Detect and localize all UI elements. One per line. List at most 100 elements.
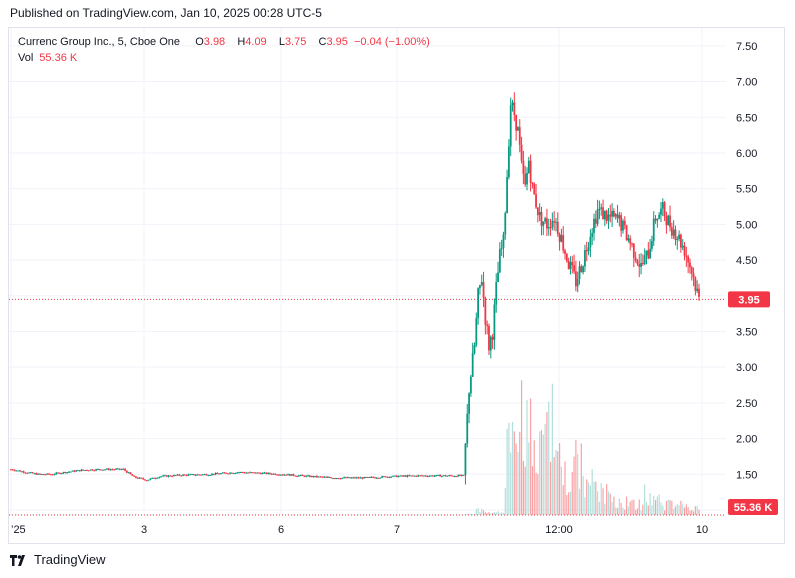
- last-price-line: 3.95 55.36 K: [9, 291, 778, 516]
- candle-body: [488, 325, 490, 351]
- candle-body: [343, 477, 346, 479]
- candle-body: [341, 477, 344, 479]
- candle-body: [645, 250, 648, 256]
- candle-body: [307, 475, 309, 477]
- candle-body: [393, 475, 396, 477]
- candle-body: [160, 476, 163, 478]
- candle-body: [591, 232, 594, 237]
- candle-body: [332, 478, 335, 480]
- candle-body: [598, 208, 601, 210]
- candle-body: [491, 336, 494, 340]
- candle-body: [441, 475, 443, 477]
- candle-body: [464, 443, 467, 476]
- y-tick-label: 3.00: [736, 362, 757, 374]
- volume-bar: [522, 461, 524, 515]
- volume-bar: [669, 500, 671, 515]
- candle-body: [649, 248, 652, 259]
- candle-body: [346, 477, 349, 479]
- candle-body: [372, 476, 375, 478]
- candle-body: [672, 229, 675, 236]
- volume-bar: [625, 496, 628, 515]
- volume-bar: [502, 512, 505, 515]
- candle-body: [593, 218, 595, 233]
- candle-body: [498, 249, 501, 273]
- volume-bar: [622, 507, 624, 515]
- candle-body: [446, 475, 449, 477]
- candle-body: [574, 271, 577, 287]
- candle-body: [676, 239, 679, 241]
- candle-body: [221, 472, 224, 474]
- volume-bar: [562, 485, 564, 515]
- candle-body: [116, 468, 119, 470]
- candle-body: [191, 474, 193, 476]
- volume-bar: [493, 512, 496, 515]
- candle-body: [354, 477, 356, 479]
- candle-body: [156, 477, 159, 479]
- candle-body: [111, 469, 114, 471]
- volume-bar: [685, 504, 687, 515]
- volume-bar: [37, 514, 39, 515]
- candle-body: [422, 475, 425, 477]
- volume-bar: [651, 505, 653, 515]
- candle-body: [278, 474, 280, 476]
- candle-body: [37, 473, 40, 475]
- candle-body: [106, 468, 108, 470]
- candle-body: [480, 282, 483, 286]
- candle-body: [109, 469, 112, 471]
- candle-body: [444, 475, 447, 477]
- candle-body: [19, 470, 21, 472]
- candle-body: [334, 478, 336, 480]
- volume-bar: [542, 434, 544, 515]
- candle-body: [227, 473, 230, 475]
- candle-body: [361, 477, 364, 479]
- candle-body: [350, 477, 353, 479]
- volume-bar: [129, 514, 131, 515]
- candle-body: [58, 472, 61, 474]
- candle-body: [567, 261, 570, 269]
- candle-body: [625, 225, 628, 241]
- candle-body: [524, 173, 527, 185]
- candle-body: [167, 475, 170, 477]
- candle-body: [234, 472, 237, 474]
- candle-body: [232, 473, 235, 475]
- volume-bar: [385, 514, 387, 515]
- candle-body: [220, 473, 222, 475]
- y-tick-label: 3.50: [736, 326, 757, 338]
- volume-bar: [678, 505, 680, 515]
- candle-body: [412, 475, 414, 477]
- x-axis: ’25 3 6 7 12:00 10: [11, 524, 708, 536]
- volume-label: Vol: [18, 52, 34, 64]
- volume-bar: [647, 505, 649, 515]
- y-tick-label: 5.50: [736, 184, 757, 196]
- candle-body: [555, 221, 557, 223]
- volume-bar: [607, 491, 610, 515]
- candle-body: [225, 472, 228, 474]
- price-chart[interactable]: 1.00001.502.002.503.003.504.004.505.005.…: [9, 28, 785, 543]
- candle-body: [634, 257, 637, 261]
- candle-body: [636, 260, 639, 265]
- candle-body: [687, 256, 690, 263]
- candle-body: [600, 207, 603, 209]
- volume-bar: [347, 514, 349, 515]
- candle-body: [104, 469, 107, 471]
- volume-bar: [486, 513, 488, 515]
- candle-body: [536, 207, 539, 216]
- volume-bar: [260, 514, 262, 515]
- candle-body: [13, 470, 16, 472]
- candle-body: [22, 471, 25, 473]
- volume-bar: [568, 492, 570, 515]
- candle-body: [638, 264, 641, 267]
- candle-body: [229, 472, 231, 474]
- volume-bar: [537, 474, 539, 515]
- candle-body: [189, 474, 192, 476]
- candle-body: [89, 469, 92, 471]
- candle-body: [209, 475, 212, 477]
- footer-brand[interactable]: TradingView: [10, 552, 106, 567]
- symbol-name: Currenc Group Inc., 5, Cboe One: [18, 36, 181, 48]
- volume-bar: [374, 514, 376, 515]
- candle-body: [580, 266, 583, 273]
- candle-body: [690, 267, 693, 274]
- volume-bar: [233, 514, 235, 515]
- candle-body: [647, 250, 650, 259]
- volume-bar: [676, 504, 678, 515]
